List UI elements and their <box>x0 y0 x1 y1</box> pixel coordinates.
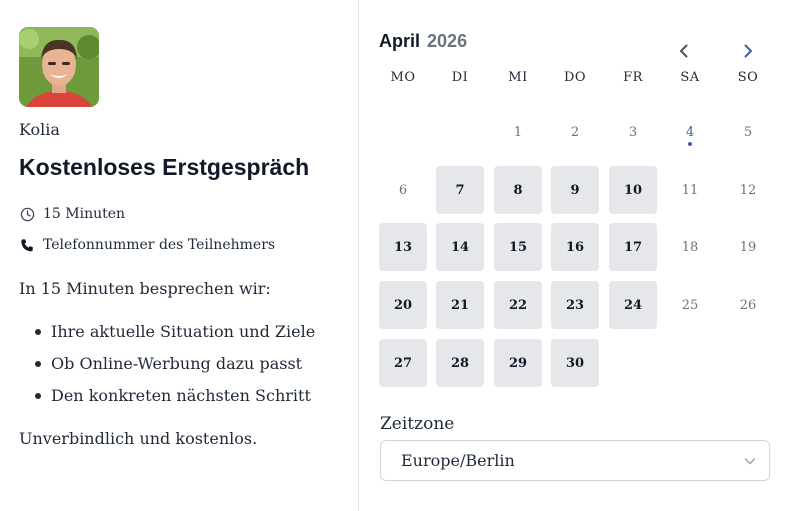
calendar-day-22[interactable]: 22 <box>494 281 542 329</box>
day-number: 10 <box>623 182 643 198</box>
day-number: 28 <box>450 355 470 371</box>
list-item: Ob Online-Werbung dazu passt <box>19 353 315 385</box>
event-info-panel: Kolia Kostenloses Erstgespräch 15 Minute… <box>0 0 358 511</box>
day-number: 7 <box>455 182 465 198</box>
day-number: 15 <box>508 239 528 255</box>
calendar-day-23[interactable]: 23 <box>551 281 599 329</box>
weekday-do: DO <box>563 70 587 85</box>
avatar-photo <box>19 27 99 107</box>
list-item: Ihre aktuelle Situation und Ziele <box>19 321 315 353</box>
calendar-day-21[interactable]: 21 <box>436 281 484 329</box>
calendar-day-3: 3 <box>609 108 657 156</box>
event-intro: In 15 Minuten besprechen wir: <box>19 279 271 298</box>
calendar-panel: April 2026 MO DI MI DO FR SA SO 1 2 3 4 5 6 7 8 9 10 11 1… <box>359 0 789 511</box>
avatar <box>19 27 99 107</box>
day-number: 11 <box>681 182 699 198</box>
calendar-day-29[interactable]: 29 <box>494 339 542 387</box>
calendar-day-6: 6 <box>379 166 427 214</box>
calendar-day-15[interactable]: 15 <box>494 223 542 271</box>
list-item: Den konkreten nächsten Schritt <box>19 385 315 417</box>
calendar-day-26: 26 <box>724 281 772 329</box>
calendar-day-25: 25 <box>666 281 714 329</box>
day-number: 19 <box>739 239 757 255</box>
day-number: 8 <box>513 182 523 198</box>
weekday-di: DI <box>451 70 469 85</box>
weekday-mo: MO <box>390 70 416 85</box>
calendar-day-8[interactable]: 8 <box>494 166 542 214</box>
day-number: 16 <box>565 239 585 255</box>
chevron-right-icon <box>744 44 752 58</box>
day-number: 29 <box>508 355 528 371</box>
month-name: April <box>379 31 421 51</box>
day-number: 22 <box>508 297 528 313</box>
day-number: 30 <box>565 355 585 371</box>
calendar-day-24[interactable]: 24 <box>609 281 657 329</box>
day-number: 17 <box>623 239 643 255</box>
timezone-value: Europe/Berlin <box>401 451 515 470</box>
day-number: 27 <box>393 355 413 371</box>
calendar-day-17[interactable]: 17 <box>609 223 657 271</box>
next-month-button[interactable] <box>737 40 759 62</box>
calendar-day-27[interactable]: 27 <box>379 339 427 387</box>
day-number: 24 <box>623 297 643 313</box>
day-number: 9 <box>570 182 580 198</box>
weekday-so: SO <box>737 70 759 85</box>
calendar-day-4: 4 <box>666 108 714 156</box>
day-number: 1 <box>513 124 523 140</box>
event-location: Telefonnummer des Teilnehmers <box>19 237 275 253</box>
calendar-day-2: 2 <box>551 108 599 156</box>
calendar-day-19: 19 <box>724 223 772 271</box>
calendar-day-14[interactable]: 14 <box>436 223 484 271</box>
panel-divider <box>358 0 359 511</box>
weekday-fr: FR <box>623 70 643 85</box>
host-name: Kolia <box>19 120 60 139</box>
calendar-day-18: 18 <box>666 223 714 271</box>
calendar-day-1: 1 <box>494 108 542 156</box>
timezone-select[interactable]: Europe/Berlin <box>380 440 770 481</box>
day-number: 5 <box>743 124 753 140</box>
calendar-day-16[interactable]: 16 <box>551 223 599 271</box>
weekday-sa: SA <box>680 70 700 85</box>
calendar-day-13[interactable]: 13 <box>379 223 427 271</box>
timezone-label: Zeitzone <box>380 414 455 434</box>
event-bullet-list: Ihre aktuelle Situation und Ziele Ob Onl… <box>19 321 315 417</box>
month-header: April 2026 <box>379 31 467 52</box>
clock-icon <box>19 206 35 222</box>
chevron-down-icon <box>744 458 756 465</box>
calendar-day-28[interactable]: 28 <box>436 339 484 387</box>
calendar-day-30[interactable]: 30 <box>551 339 599 387</box>
duration-text: 15 Minuten <box>43 206 126 222</box>
day-number: 23 <box>565 297 585 313</box>
chevron-left-icon <box>680 44 688 58</box>
calendar-day-10[interactable]: 10 <box>609 166 657 214</box>
calendar-day-7[interactable]: 7 <box>436 166 484 214</box>
day-number: 20 <box>393 297 413 313</box>
day-number: 14 <box>450 239 470 255</box>
day-number: 26 <box>739 297 757 313</box>
year: 2026 <box>427 31 468 51</box>
day-number: 21 <box>450 297 470 313</box>
phone-icon <box>19 237 35 253</box>
day-number: 18 <box>681 239 699 255</box>
day-number: 4 <box>685 124 695 140</box>
event-title: Kostenloses Erstgespräch <box>19 154 310 180</box>
day-number: 6 <box>398 182 408 198</box>
day-number: 12 <box>739 182 757 198</box>
previous-month-button[interactable] <box>673 40 695 62</box>
event-outro: Unverbindlich und kostenlos. <box>19 429 258 448</box>
weekday-mi: MI <box>508 70 528 85</box>
calendar-day-11: 11 <box>666 166 714 214</box>
event-duration: 15 Minuten <box>19 206 125 222</box>
calendar-day-5: 5 <box>724 108 772 156</box>
location-text: Telefonnummer des Teilnehmers <box>43 237 276 253</box>
calendar-day-9[interactable]: 9 <box>551 166 599 214</box>
today-indicator-dot <box>688 142 692 146</box>
calendar-day-12: 12 <box>724 166 772 214</box>
calendar-day-20[interactable]: 20 <box>379 281 427 329</box>
day-number: 2 <box>570 124 580 140</box>
day-number: 25 <box>681 297 699 313</box>
day-number: 13 <box>393 239 413 255</box>
day-number: 3 <box>628 124 638 140</box>
